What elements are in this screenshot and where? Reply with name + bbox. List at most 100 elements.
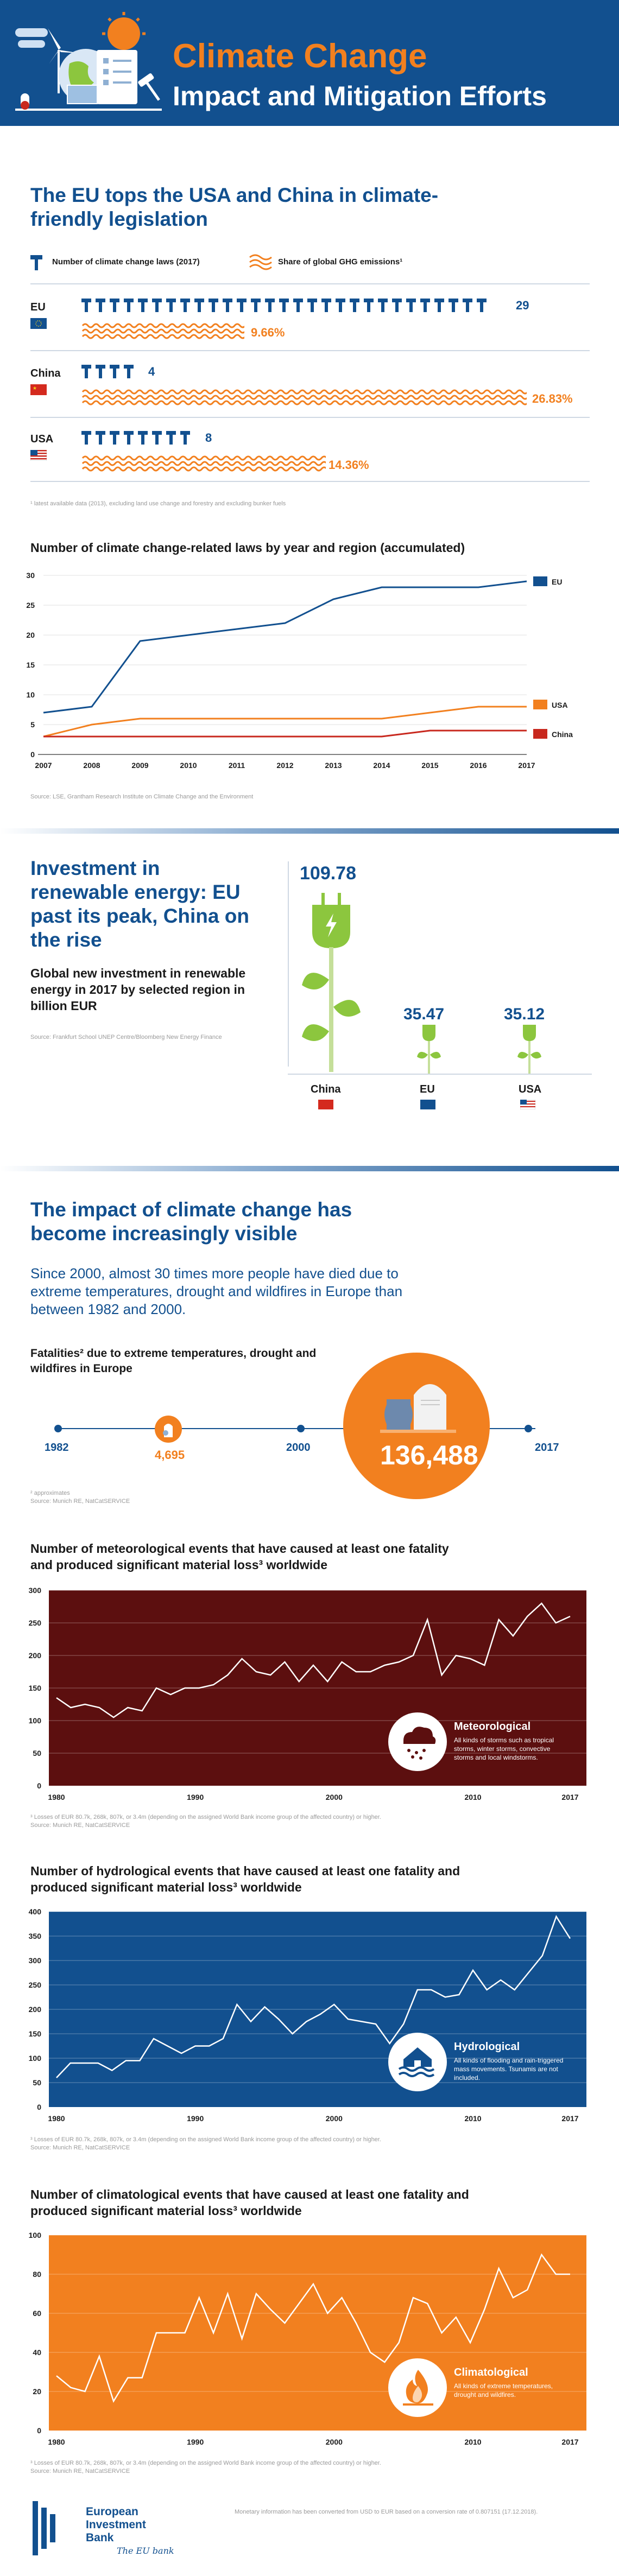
investment-value-china: 109.78 bbox=[300, 863, 356, 884]
meteorological-line-chart: 0 50 100 150 200 250 300 1980 1990 2000 2010 2017 bbox=[29, 1586, 586, 1801]
chart-background bbox=[49, 2235, 586, 2431]
gavel-icon bbox=[254, 302, 257, 312]
laws-bar-china bbox=[81, 365, 134, 378]
legend-laws: Number of climate change laws (2017) bbox=[52, 257, 200, 267]
plant-plug-china-icon bbox=[302, 893, 361, 1072]
chart-background bbox=[49, 1912, 586, 2107]
laws-value-eu: 29 bbox=[516, 299, 529, 312]
gavel-icon bbox=[336, 299, 345, 302]
x-tick-label: 1990 bbox=[187, 2114, 204, 2123]
x-tick-label: 2015 bbox=[421, 761, 438, 770]
x-tick-label: 1980 bbox=[48, 2114, 65, 2123]
year-1982: 1982 bbox=[45, 1442, 69, 1454]
plant-plug-usa-icon bbox=[517, 1025, 541, 1074]
y-tick-label: 5 bbox=[30, 720, 35, 729]
x-tick-label: 2010 bbox=[180, 761, 197, 770]
gavel-icon bbox=[209, 299, 218, 302]
gavel-icon bbox=[127, 369, 130, 378]
usa-flag-icon bbox=[30, 450, 47, 461]
flood-house-icon bbox=[398, 2047, 435, 2077]
investment-value-usa: 35.12 bbox=[504, 1005, 545, 1023]
y-tick-label: 40 bbox=[33, 2348, 41, 2357]
gravestone-icon bbox=[163, 1424, 173, 1437]
emission-wave bbox=[81, 323, 244, 328]
y-tick-label: 10 bbox=[26, 690, 35, 699]
y-tick-label: 250 bbox=[29, 1619, 42, 1627]
y-tick-label: 100 bbox=[29, 2054, 42, 2063]
emission-wave bbox=[81, 389, 527, 395]
divider bbox=[288, 1074, 592, 1075]
ghg-bar-china bbox=[81, 389, 527, 405]
fatalities-value-1982-2000: 4,695 bbox=[155, 1448, 185, 1462]
legend-label-usa: USA bbox=[552, 701, 568, 709]
gavel-icon bbox=[350, 299, 359, 302]
y-tick-label: 0 bbox=[30, 750, 35, 759]
x-tick-label: 2010 bbox=[464, 2438, 481, 2446]
gavel-icon bbox=[367, 302, 370, 312]
year-2000: 2000 bbox=[286, 1442, 311, 1454]
wildfire-icon bbox=[403, 2370, 433, 2406]
gavel-icon bbox=[141, 302, 144, 312]
timeline-line bbox=[58, 1428, 535, 1429]
y-tick-label: 100 bbox=[29, 1716, 42, 1725]
emission-wave bbox=[81, 455, 326, 461]
gavel-icon bbox=[152, 299, 162, 302]
y-tick-label: 15 bbox=[26, 661, 35, 669]
y-tick-label: 300 bbox=[29, 1586, 42, 1595]
emission-wave bbox=[81, 400, 527, 405]
gavel-icon bbox=[480, 302, 483, 312]
plant-plug-eu-icon bbox=[417, 1025, 441, 1074]
emissions-icon bbox=[249, 254, 272, 270]
gavel-icon bbox=[127, 302, 130, 312]
x-tick-label: 2014 bbox=[373, 761, 390, 770]
gavel-icon bbox=[96, 431, 105, 435]
timeline-dot bbox=[525, 1425, 532, 1432]
eib-logo-icon bbox=[33, 2501, 55, 2555]
gavel-icon bbox=[99, 302, 102, 312]
timeline-dot bbox=[54, 1425, 62, 1432]
laws-bar-usa bbox=[81, 431, 190, 445]
gavel-icon bbox=[449, 299, 458, 302]
gavel-icon bbox=[438, 302, 441, 312]
footer-note: Monetary information has been converted … bbox=[235, 2509, 538, 2515]
header-title: Climate Change bbox=[173, 37, 427, 75]
gavel-icon bbox=[392, 299, 402, 302]
gavel-icon bbox=[99, 369, 102, 378]
chart-hyd-desc: All kinds of flooding and rain-triggered… bbox=[454, 2057, 564, 2082]
eu-flag-icon bbox=[30, 318, 47, 329]
gavel-icon bbox=[169, 435, 173, 445]
gavel-icon bbox=[296, 302, 300, 312]
gavel-icon bbox=[113, 369, 116, 378]
gavel-icon bbox=[194, 299, 204, 302]
gavel-icon bbox=[237, 299, 247, 302]
emission-wave bbox=[81, 334, 244, 339]
series-line-china bbox=[43, 729, 527, 738]
ghg-value-usa: 14.36% bbox=[329, 458, 369, 472]
ghg-bar-usa bbox=[81, 455, 326, 472]
source: Source: Munich RE, NatCatSERVICE bbox=[30, 1498, 130, 1505]
section3-lead: Since 2000, almost 30 times more people … bbox=[30, 1265, 403, 1317]
ghg-value-eu: 9.66% bbox=[251, 326, 285, 339]
gavel-icon bbox=[110, 299, 119, 302]
series-line bbox=[56, 2253, 570, 2403]
gavel-icon bbox=[110, 365, 119, 369]
gavel-icon bbox=[223, 299, 232, 302]
section-separator bbox=[0, 1166, 619, 1171]
x-tick-label: 2007 bbox=[35, 761, 52, 770]
y-tick-label: 20 bbox=[26, 631, 35, 639]
y-tick-label: 60 bbox=[33, 2309, 41, 2318]
source: Source: Munich RE, NatCatSERVICE bbox=[30, 2468, 130, 2475]
gavel-icon bbox=[395, 302, 399, 312]
gavel-icon bbox=[180, 431, 190, 435]
y-tick-label: 150 bbox=[29, 1684, 42, 1692]
gavel-icon bbox=[424, 302, 427, 312]
header-banner: Climate Change Impact and Mitigation Eff… bbox=[0, 0, 619, 126]
y-tick-label: 400 bbox=[29, 1907, 42, 1916]
ghg-value-china: 26.83% bbox=[532, 392, 573, 405]
x-tick-label: 2008 bbox=[83, 761, 100, 770]
gavel-icon bbox=[124, 431, 134, 435]
x-tick-label: 2000 bbox=[326, 2438, 343, 2446]
gavel-icon bbox=[124, 365, 134, 369]
gavel-icon bbox=[463, 299, 472, 302]
y-tick-label: 80 bbox=[33, 2270, 41, 2279]
